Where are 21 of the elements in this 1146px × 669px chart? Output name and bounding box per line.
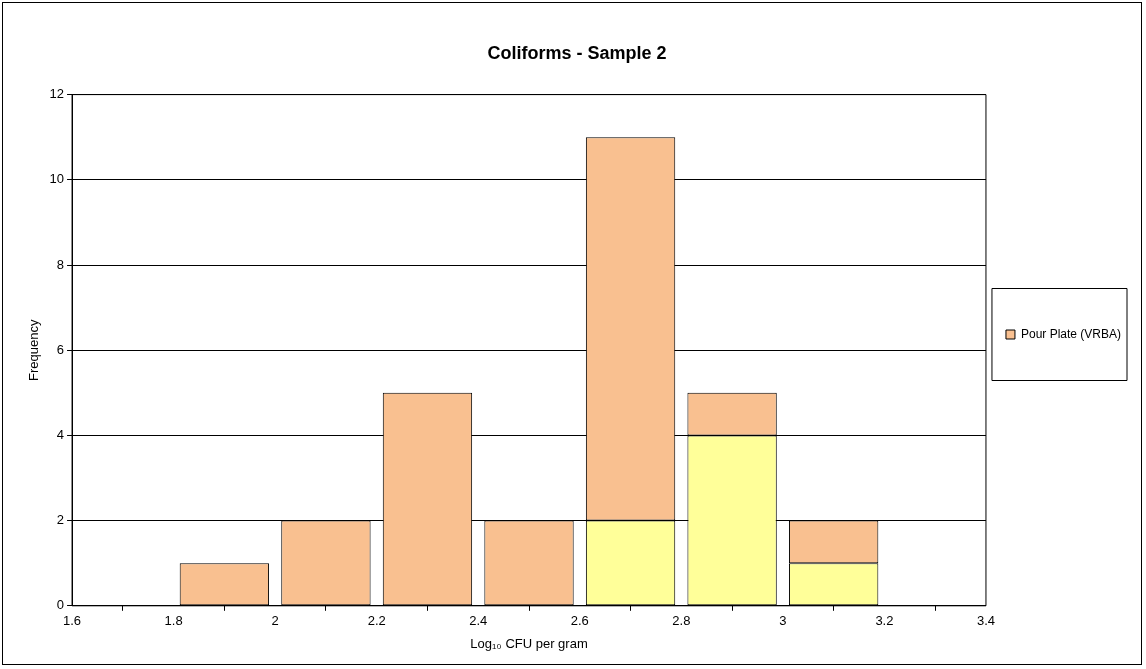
x-tick-label: 1.6: [63, 613, 82, 629]
y-tick-label: 2: [56, 512, 65, 528]
x-tick-label: 1.8: [164, 613, 183, 629]
y-tick-label: 10: [49, 171, 65, 187]
x-tick-label: 2.6: [570, 613, 589, 629]
y-tick-label: 8: [56, 256, 65, 272]
x-tick-label: 2.8: [672, 613, 691, 629]
legend-label: Pour Plate (VRBA): [1020, 326, 1122, 341]
x-tick-label: 2.4: [469, 613, 488, 629]
x-tick-label: 3.2: [875, 613, 894, 629]
y-tick-label: 4: [56, 426, 65, 442]
y-tick-label: 12: [49, 86, 65, 102]
y-tick-label: 0: [56, 597, 65, 613]
y-axis-title: Frequency: [26, 318, 42, 381]
x-axis-title: Log₁₀ CFU per gram: [470, 635, 588, 651]
x-tick-label: 3: [779, 613, 787, 629]
chart-title: Coliforms - Sample 2: [487, 42, 667, 63]
x-tick-label: 3.4: [976, 613, 995, 629]
x-tick-label: 2: [271, 613, 279, 629]
y-tick-label: 6: [56, 341, 65, 357]
x-tick-label: 2.2: [367, 613, 386, 629]
